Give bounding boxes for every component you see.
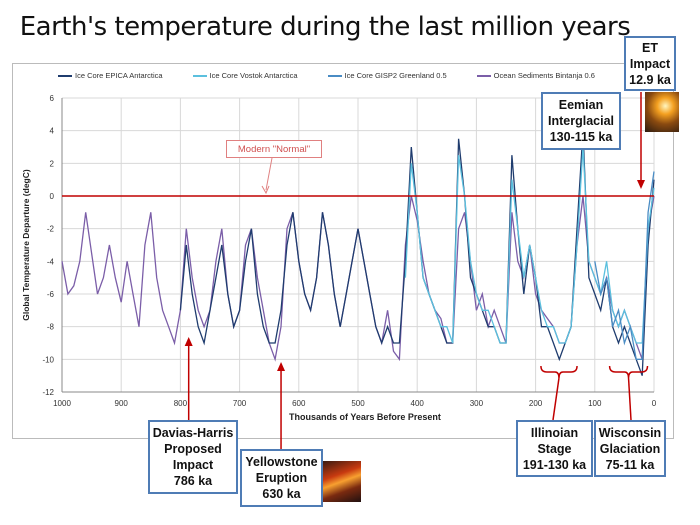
legend-label: Ice Core EPICA Antarctica bbox=[75, 71, 163, 80]
arrowhead-icon bbox=[637, 180, 645, 189]
callout-line: Stage bbox=[537, 441, 572, 456]
legend-item-vostok: Ice Core Vostok Antarctica bbox=[192, 71, 298, 80]
eemian-callout: Eemian Interglacial 130-115 ka bbox=[541, 92, 621, 150]
callout-line: 786 ka bbox=[173, 474, 213, 488]
callout-line: Glaciation bbox=[599, 441, 661, 456]
x-tick-label: 700 bbox=[233, 399, 247, 408]
callout-line: Impact bbox=[172, 458, 214, 472]
illinoian-callout: Illinoian Stage 191-130 ka bbox=[516, 420, 593, 477]
legend-swatch bbox=[58, 74, 72, 77]
x-tick-label: 300 bbox=[470, 399, 484, 408]
x-tick-label: 400 bbox=[411, 399, 425, 408]
legend-item-bintanja: Ocean Sediments Bintanja 0.6 bbox=[476, 71, 595, 80]
callout-line: Yellowstone bbox=[245, 455, 318, 469]
x-tick-label: 100 bbox=[588, 399, 602, 408]
wisconsin-callout: Wisconsin Glaciation 75-11 ka bbox=[594, 420, 666, 477]
callout-line: ET bbox=[642, 40, 658, 55]
x-tick-label: 200 bbox=[529, 399, 543, 408]
x-tick-label: 800 bbox=[174, 399, 188, 408]
arrowhead-icon bbox=[184, 337, 193, 346]
y-tick-label: -4 bbox=[47, 257, 55, 266]
y-tick-label: 4 bbox=[50, 127, 55, 136]
y-tick-label: -12 bbox=[42, 388, 54, 397]
callout-line: Impact bbox=[629, 56, 671, 71]
y-tick-label: -10 bbox=[42, 355, 54, 364]
volcano-image bbox=[323, 461, 361, 502]
illinoian-pointer bbox=[552, 377, 560, 421]
wisconsin-bracket bbox=[608, 365, 649, 379]
arrowhead-icon bbox=[261, 185, 270, 195]
callout-line: Eruption bbox=[255, 471, 308, 485]
y-tick-label: -8 bbox=[47, 323, 55, 332]
asteroid-image bbox=[645, 92, 679, 132]
legend-label: Ice Core Vostok Antarctica bbox=[209, 71, 298, 80]
callout-line: Interglacial bbox=[548, 114, 614, 128]
wisconsin-pointer bbox=[627, 377, 632, 421]
callout-line: 130-115 ka bbox=[549, 130, 613, 144]
x-tick-label: 600 bbox=[292, 399, 306, 408]
x-tick-label: 900 bbox=[115, 399, 129, 408]
callout-line: 12.9 ka bbox=[629, 72, 671, 87]
legend-swatch bbox=[192, 74, 207, 77]
y-axis-label: Global Temperature Departure (degC) bbox=[21, 169, 31, 321]
legend-item-gisp2: Ice Core GISP2 Greenland 0.5 bbox=[327, 71, 447, 80]
callout-line: 630 ka bbox=[262, 487, 301, 501]
modern-normal-label: Modern "Normal" bbox=[226, 140, 322, 158]
yellowstone-callout: Yellowstone Eruption 630 ka bbox=[240, 449, 323, 507]
x-tick-label: 500 bbox=[351, 399, 365, 408]
y-tick-label: 6 bbox=[50, 94, 55, 103]
callout-line: Illinoian bbox=[530, 425, 579, 440]
legend: Ice Core EPICA Antarctica Ice Core Vosto… bbox=[58, 71, 595, 80]
series-line-ice-core-vostok-antarctica bbox=[404, 146, 655, 344]
callout-line: 75-11 ka bbox=[605, 457, 655, 472]
arrowhead-icon bbox=[277, 362, 286, 371]
callout-line: Proposed bbox=[164, 442, 222, 456]
legend-item-epica: Ice Core EPICA Antarctica bbox=[58, 71, 163, 80]
y-tick-label: 2 bbox=[50, 159, 55, 168]
davias-harris-callout: Davias-Harris Proposed Impact 786 ka bbox=[148, 420, 238, 494]
legend-swatch bbox=[476, 74, 491, 77]
x-tick-label: 1000 bbox=[53, 399, 71, 408]
legend-label: Ice Core GISP2 Greenland 0.5 bbox=[344, 71, 447, 80]
callout-line: Eemian bbox=[558, 98, 604, 112]
x-tick-label: 0 bbox=[652, 399, 657, 408]
y-tick-label: -6 bbox=[47, 290, 55, 299]
series-line-ice-core-gisp2-greenland-0-5 bbox=[594, 171, 655, 360]
y-tick-label: -2 bbox=[47, 225, 55, 234]
modern-normal-pointer bbox=[265, 157, 273, 191]
callout-line: 191-130 ka bbox=[522, 457, 587, 472]
callout-line: Davias-Harris bbox=[152, 426, 234, 440]
x-axis-label: Thousands of Years Before Present bbox=[289, 412, 441, 422]
legend-label: Ocean Sediments Bintanja 0.6 bbox=[493, 71, 595, 80]
et-impact-callout: ET Impact 12.9 ka bbox=[624, 36, 676, 91]
callout-line: Wisconsin bbox=[598, 425, 662, 440]
y-tick-label: 0 bbox=[50, 192, 55, 201]
illinoian-bracket bbox=[540, 365, 578, 379]
legend-swatch bbox=[327, 74, 342, 77]
chart-title: Earth's temperature during the last mill… bbox=[19, 12, 631, 42]
